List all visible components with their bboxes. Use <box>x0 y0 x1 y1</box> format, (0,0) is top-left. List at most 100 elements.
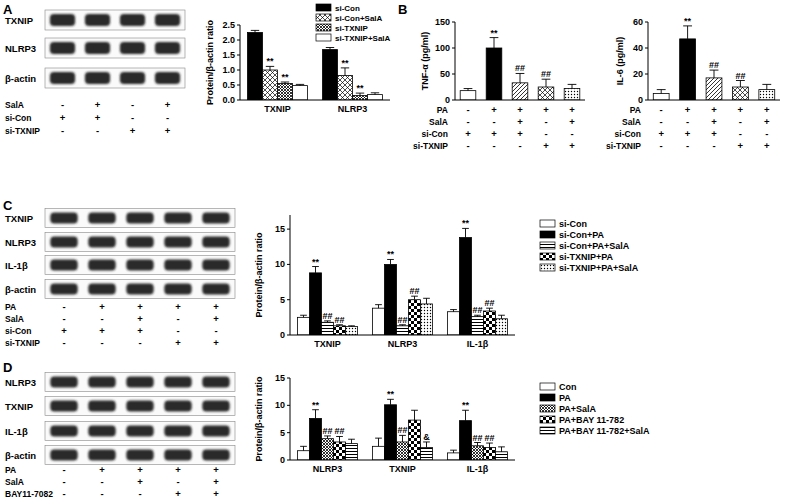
condition-label: si-TXNIP <box>5 126 40 136</box>
blot-band <box>202 426 229 437</box>
blot-band <box>50 426 77 437</box>
condition-sign: - <box>660 116 663 127</box>
condition-sign: - <box>62 464 65 475</box>
bar <box>334 442 346 460</box>
bar <box>323 50 338 100</box>
blot-strip <box>45 373 235 392</box>
error-stem <box>501 315 502 319</box>
error-bar <box>281 82 289 84</box>
condition-label: PA <box>630 105 641 115</box>
annotation: ** <box>281 72 289 82</box>
condition-label: si-TXNIP <box>606 141 641 151</box>
y-tick-label: 15 <box>275 224 285 234</box>
condition-label: si-Con <box>422 129 448 139</box>
condition-sign: + <box>213 464 219 475</box>
annotation: ## <box>515 63 525 73</box>
bar <box>373 446 385 460</box>
plot-area <box>653 26 774 100</box>
error-bar <box>683 26 692 39</box>
error-cap <box>450 309 457 310</box>
legend: si-Consi-Con+SalAsi-TXNIPsi-TXNIP+SalA <box>316 4 391 43</box>
error-stem <box>477 443 478 446</box>
annotation: ## <box>735 71 745 81</box>
blot-strip <box>45 233 235 252</box>
error-bar <box>300 315 307 317</box>
condition-sign: - <box>62 476 65 487</box>
annotation: ## <box>322 426 332 436</box>
bar <box>346 327 358 335</box>
bar <box>334 326 346 335</box>
blot-band <box>164 260 191 271</box>
condition-sign: + <box>130 125 136 136</box>
y-tick <box>287 299 290 300</box>
error-bar <box>474 315 481 316</box>
error-bar <box>399 325 406 326</box>
error-stem <box>661 90 662 94</box>
bar <box>460 421 472 460</box>
legend-label: PA+BAY 11-782+SalA <box>559 426 650 436</box>
condition-sign: + <box>213 313 219 324</box>
blot-band <box>202 401 229 412</box>
y-tick <box>645 22 648 23</box>
error-bar <box>474 443 481 446</box>
error-bar <box>423 298 430 304</box>
legend-swatch <box>316 14 331 21</box>
error-stem <box>414 296 415 300</box>
error-stem <box>766 84 767 89</box>
condition-sign: + <box>99 464 105 475</box>
error-bar <box>710 70 719 78</box>
condition-sign: + <box>95 99 101 110</box>
blot-band <box>88 450 115 461</box>
condition-sign: + <box>213 476 219 487</box>
x-tick-label: IL-1β <box>467 464 489 474</box>
legend-label: si-Con+PA+SalA <box>559 241 630 251</box>
blot-band <box>85 72 110 84</box>
blot-band <box>164 450 191 461</box>
y-tick-label: 150 <box>435 17 450 27</box>
condition-sign: - <box>62 488 65 499</box>
error-stem <box>687 26 688 39</box>
condition-sign: + <box>517 116 523 127</box>
error-cap <box>498 446 505 447</box>
x-tick-label: TXNIP <box>389 464 416 474</box>
error-cap <box>411 410 418 411</box>
blot-strip <box>45 397 235 416</box>
x-tick-label: NLRP3 <box>313 464 343 474</box>
error-bar <box>462 410 469 420</box>
error-bar <box>464 89 473 91</box>
blot-band <box>126 237 153 248</box>
bar <box>759 90 775 100</box>
condition-sign: + <box>60 112 66 123</box>
blot-band <box>88 377 115 388</box>
annotation: ** <box>490 28 498 38</box>
condition-sign: + <box>137 476 143 487</box>
error-cap <box>348 325 355 326</box>
blot-band <box>126 260 153 271</box>
condition-sign: - <box>131 99 134 110</box>
condition-sign: + <box>175 301 181 312</box>
blot-band <box>120 42 145 54</box>
bar <box>496 319 508 335</box>
condition-sign: + <box>543 140 549 151</box>
error-bar <box>375 438 382 446</box>
x-axis <box>455 100 585 101</box>
plot-area <box>298 228 508 335</box>
y-tick <box>287 460 290 461</box>
condition-label: si-Con <box>5 326 31 336</box>
condition-sign: + <box>711 104 717 115</box>
x-axis <box>648 100 780 101</box>
error-stem <box>378 305 379 309</box>
blot-row-label: IL-1β <box>5 426 28 437</box>
legend: si-Consi-Con+PAsi-Con+PA+SalAsi-TXNIP+PA… <box>540 219 639 273</box>
x-tick-label: NLRP3 <box>388 339 418 349</box>
annotation: ## <box>322 311 332 321</box>
error-cap <box>423 298 430 299</box>
panel-label: C <box>3 198 13 213</box>
error-bar <box>375 305 382 309</box>
annotation: ## <box>709 60 719 70</box>
bar <box>732 87 748 100</box>
error-stem <box>520 73 521 82</box>
condition-label: SalA <box>5 100 24 110</box>
condition-sign: + <box>764 104 770 115</box>
condition-sign: + <box>175 488 181 499</box>
